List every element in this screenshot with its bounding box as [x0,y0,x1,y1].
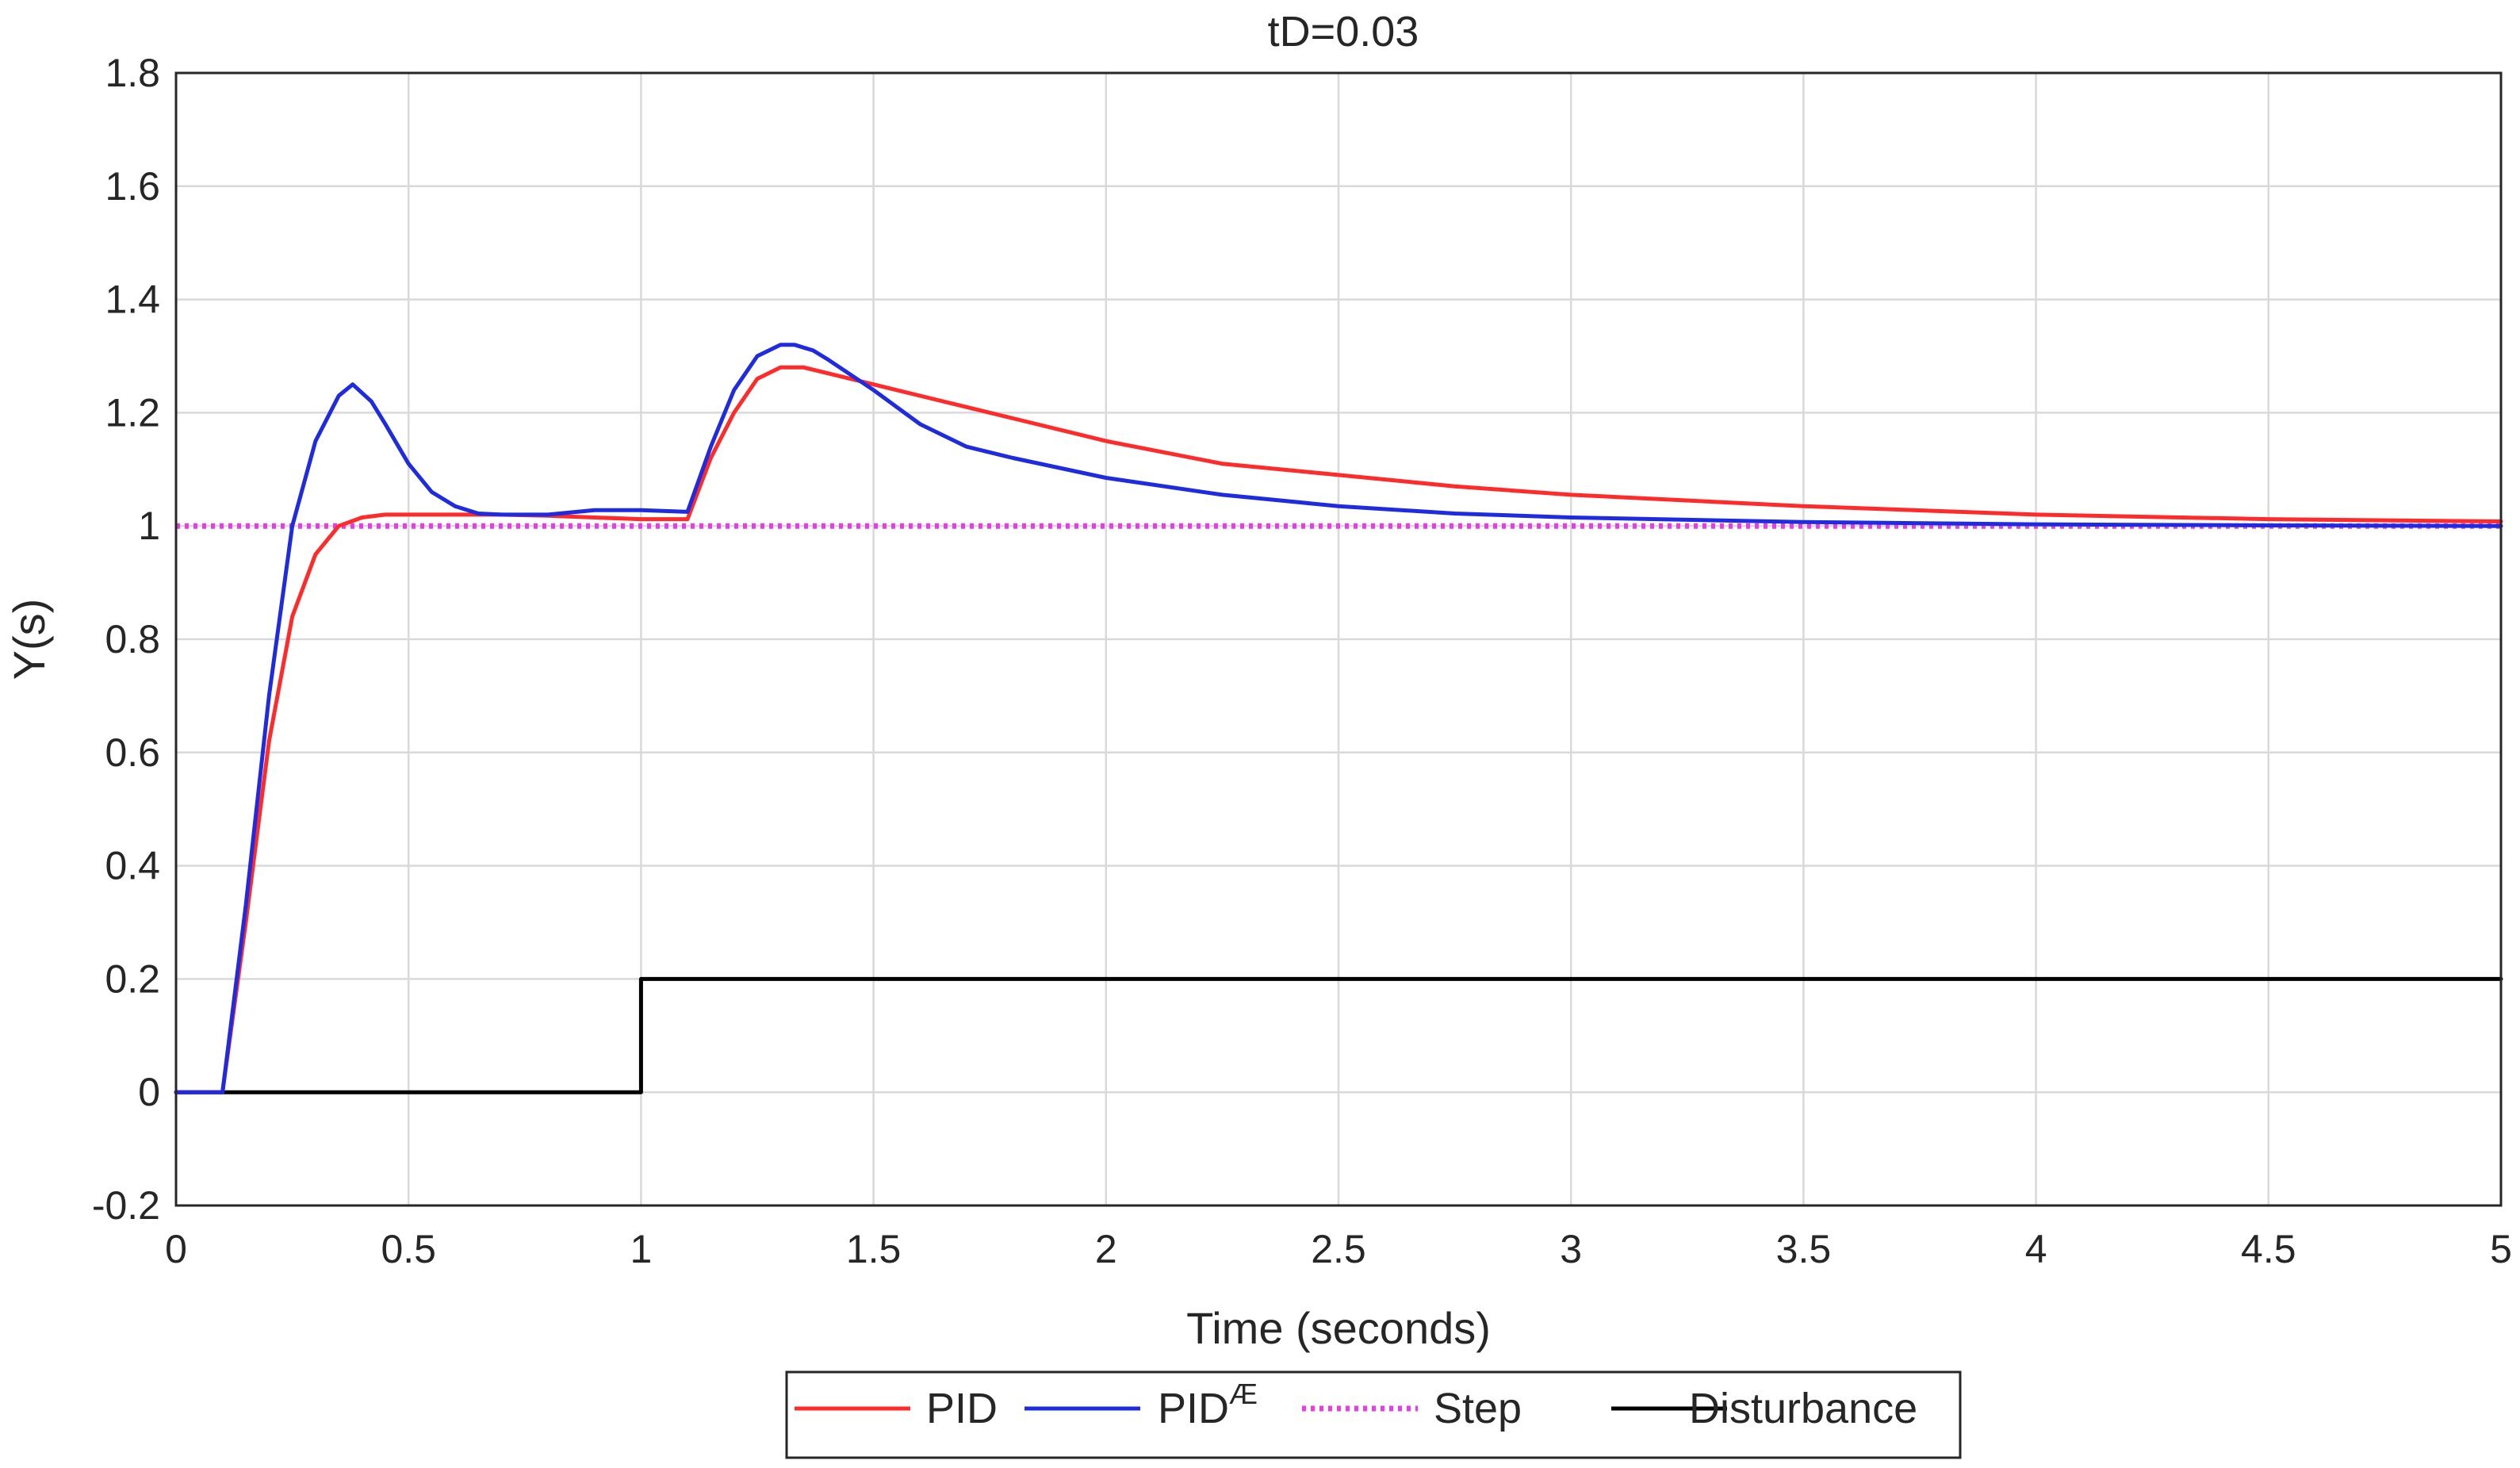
x-tick-label: 5 [2490,1227,2512,1271]
x-tick-label: 2 [1095,1227,1117,1271]
x-tick-label: 4 [2025,1227,2047,1271]
legend-label: PIDÆ [1158,1378,1258,1432]
x-tick-labels: 0 0.5 1 1.5 2 2.5 3 3.5 4 4.5 5 [165,1227,2512,1271]
legend-box [785,1370,1962,1459]
y-tick-label: 0.6 [105,730,160,775]
x-tick-label: 4.5 [2241,1227,2296,1271]
y-tick-label: 1.6 [105,164,160,209]
y-tick-labels: -0.2 0 0.2 0.4 0.6 0.8 1 1.2 1.4 1.6 1.8 [92,51,160,1228]
x-tick-label: 3.5 [1776,1227,1832,1271]
series-line-pid-ae [174,343,2503,1094]
legend-label: Step [1434,1385,1522,1432]
x-tick-label: 1.5 [846,1227,902,1271]
legend-items: PID PIDÆ Step Disturbance [795,1378,1917,1432]
y-tick-label: 1.8 [105,51,160,95]
y-tick-label: 0.4 [105,844,160,888]
x-axis-label: Time (seconds) [1186,1303,1491,1353]
y-tick-label: 1 [138,504,160,548]
y-tick-label: 0.2 [105,956,160,1001]
axes-box [174,71,2503,1207]
y-tick-label: 0 [138,1070,160,1114]
x-tick-label: 3 [1560,1227,1582,1271]
y-tick-label: -0.2 [92,1183,160,1228]
y-tick-label: 1.4 [105,278,160,322]
legend: PID PIDÆ Step Disturbance [785,1370,1962,1459]
x-tick-label: 0 [165,1227,187,1271]
y-tick-label: 1.2 [105,390,160,435]
legend-label: Disturbance [1689,1385,1917,1432]
legend-label: PID [926,1385,998,1432]
series-line-disturbance [174,976,2503,1094]
x-tick-label: 1 [630,1227,652,1271]
x-tick-label: 0.5 [381,1227,436,1271]
series-layer [174,343,2503,1094]
series-line-pid [174,365,2503,1094]
y-tick-label: 0.8 [105,617,160,661]
x-tick-label: 2.5 [1311,1227,1366,1271]
chart-title: tD=0.03 [1268,8,1419,56]
y-axis-label: Y(s) [4,599,54,680]
